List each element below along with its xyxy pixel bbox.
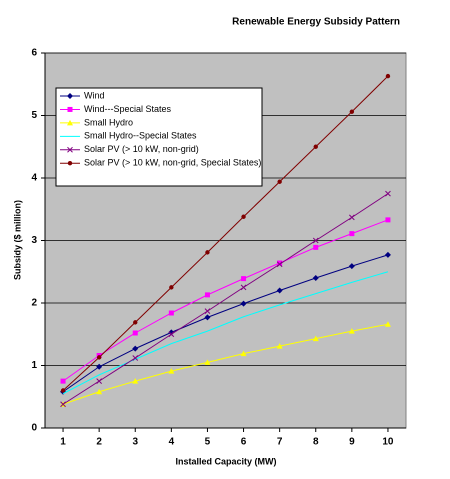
- legend-label: Small Hydro--Special States: [84, 131, 197, 141]
- marker: [204, 292, 210, 298]
- marker: [313, 244, 319, 250]
- marker: [132, 345, 139, 352]
- y-tick-label: 5: [31, 110, 37, 121]
- marker: [241, 276, 247, 282]
- marker: [276, 287, 283, 294]
- marker: [132, 330, 138, 336]
- y-tick-label: 3: [31, 235, 37, 246]
- legend-label: Wind: [84, 90, 105, 100]
- x-tick-label: 1: [60, 437, 66, 448]
- x-tick-label: 8: [313, 437, 319, 448]
- series-line: [62, 193, 389, 405]
- series-line: [62, 75, 389, 391]
- marker: [277, 179, 282, 184]
- marker: [312, 275, 319, 281]
- marker: [204, 359, 211, 365]
- marker: [204, 308, 211, 314]
- y-tick-label: 4: [31, 173, 37, 184]
- marker: [349, 231, 355, 237]
- y-tick-label: 2: [31, 298, 37, 309]
- marker: [348, 214, 355, 221]
- legend-marker: [67, 93, 73, 99]
- y-tick-label: 0: [31, 423, 37, 434]
- x-tick-label: 3: [132, 437, 138, 448]
- x-tick-label: 2: [96, 437, 102, 448]
- marker: [96, 363, 103, 370]
- marker: [96, 355, 102, 360]
- legend-label: Solar PV (> 10 kW, non-grid): [84, 144, 199, 154]
- marker: [312, 237, 319, 244]
- marker: [168, 368, 175, 374]
- series-line: [62, 271, 389, 395]
- x-axis-label: Installed Capacity (MW): [175, 456, 276, 466]
- marker: [276, 261, 283, 268]
- marker: [96, 388, 103, 395]
- x-tick-label: 10: [382, 437, 394, 448]
- x-tick-label: 5: [205, 437, 211, 448]
- legend-label: Small Hydro: [84, 117, 133, 127]
- chart-title: Renewable Energy Subsidy Pattern: [232, 17, 400, 28]
- marker: [205, 250, 210, 255]
- marker: [385, 73, 391, 79]
- legend-label: Wind---Special States: [84, 104, 172, 114]
- marker: [169, 285, 174, 290]
- marker: [96, 378, 103, 384]
- series-line: [62, 323, 389, 405]
- marker: [385, 217, 391, 223]
- series-line: [62, 219, 389, 382]
- x-tick-label: 4: [169, 437, 175, 448]
- x-tick-label: 9: [349, 437, 355, 448]
- legend-marker: [67, 161, 73, 166]
- marker: [132, 355, 139, 361]
- x-tick-label: 7: [277, 437, 283, 448]
- marker: [349, 109, 355, 114]
- marker: [132, 378, 139, 384]
- y-axis-label: Subsidy ($ million): [12, 200, 22, 280]
- legend-label: Solar PV (> 10 kW, non-grid, Special Sta…: [84, 158, 261, 168]
- marker: [348, 263, 355, 270]
- marker: [348, 328, 355, 334]
- legend-box: [55, 87, 263, 187]
- marker: [384, 321, 391, 327]
- marker: [313, 144, 318, 149]
- marker: [276, 343, 283, 349]
- legend-marker: [67, 146, 73, 153]
- marker: [204, 314, 211, 321]
- marker: [240, 350, 247, 357]
- marker: [312, 335, 319, 342]
- marker: [60, 388, 66, 393]
- marker: [241, 214, 246, 219]
- marker: [168, 310, 174, 316]
- legend-marker: [67, 106, 73, 112]
- marker: [133, 320, 138, 325]
- x-tick-label: 6: [241, 437, 247, 448]
- marker: [60, 401, 66, 408]
- marker: [277, 260, 283, 266]
- marker: [240, 284, 247, 291]
- legend-marker: [67, 119, 73, 126]
- marker: [240, 300, 247, 307]
- y-tick-label: 1: [31, 360, 37, 371]
- marker: [384, 251, 391, 258]
- marker: [60, 378, 66, 384]
- marker: [168, 331, 175, 338]
- marker: [385, 190, 391, 197]
- series-line: [62, 254, 389, 393]
- y-tick-label: 6: [31, 48, 37, 59]
